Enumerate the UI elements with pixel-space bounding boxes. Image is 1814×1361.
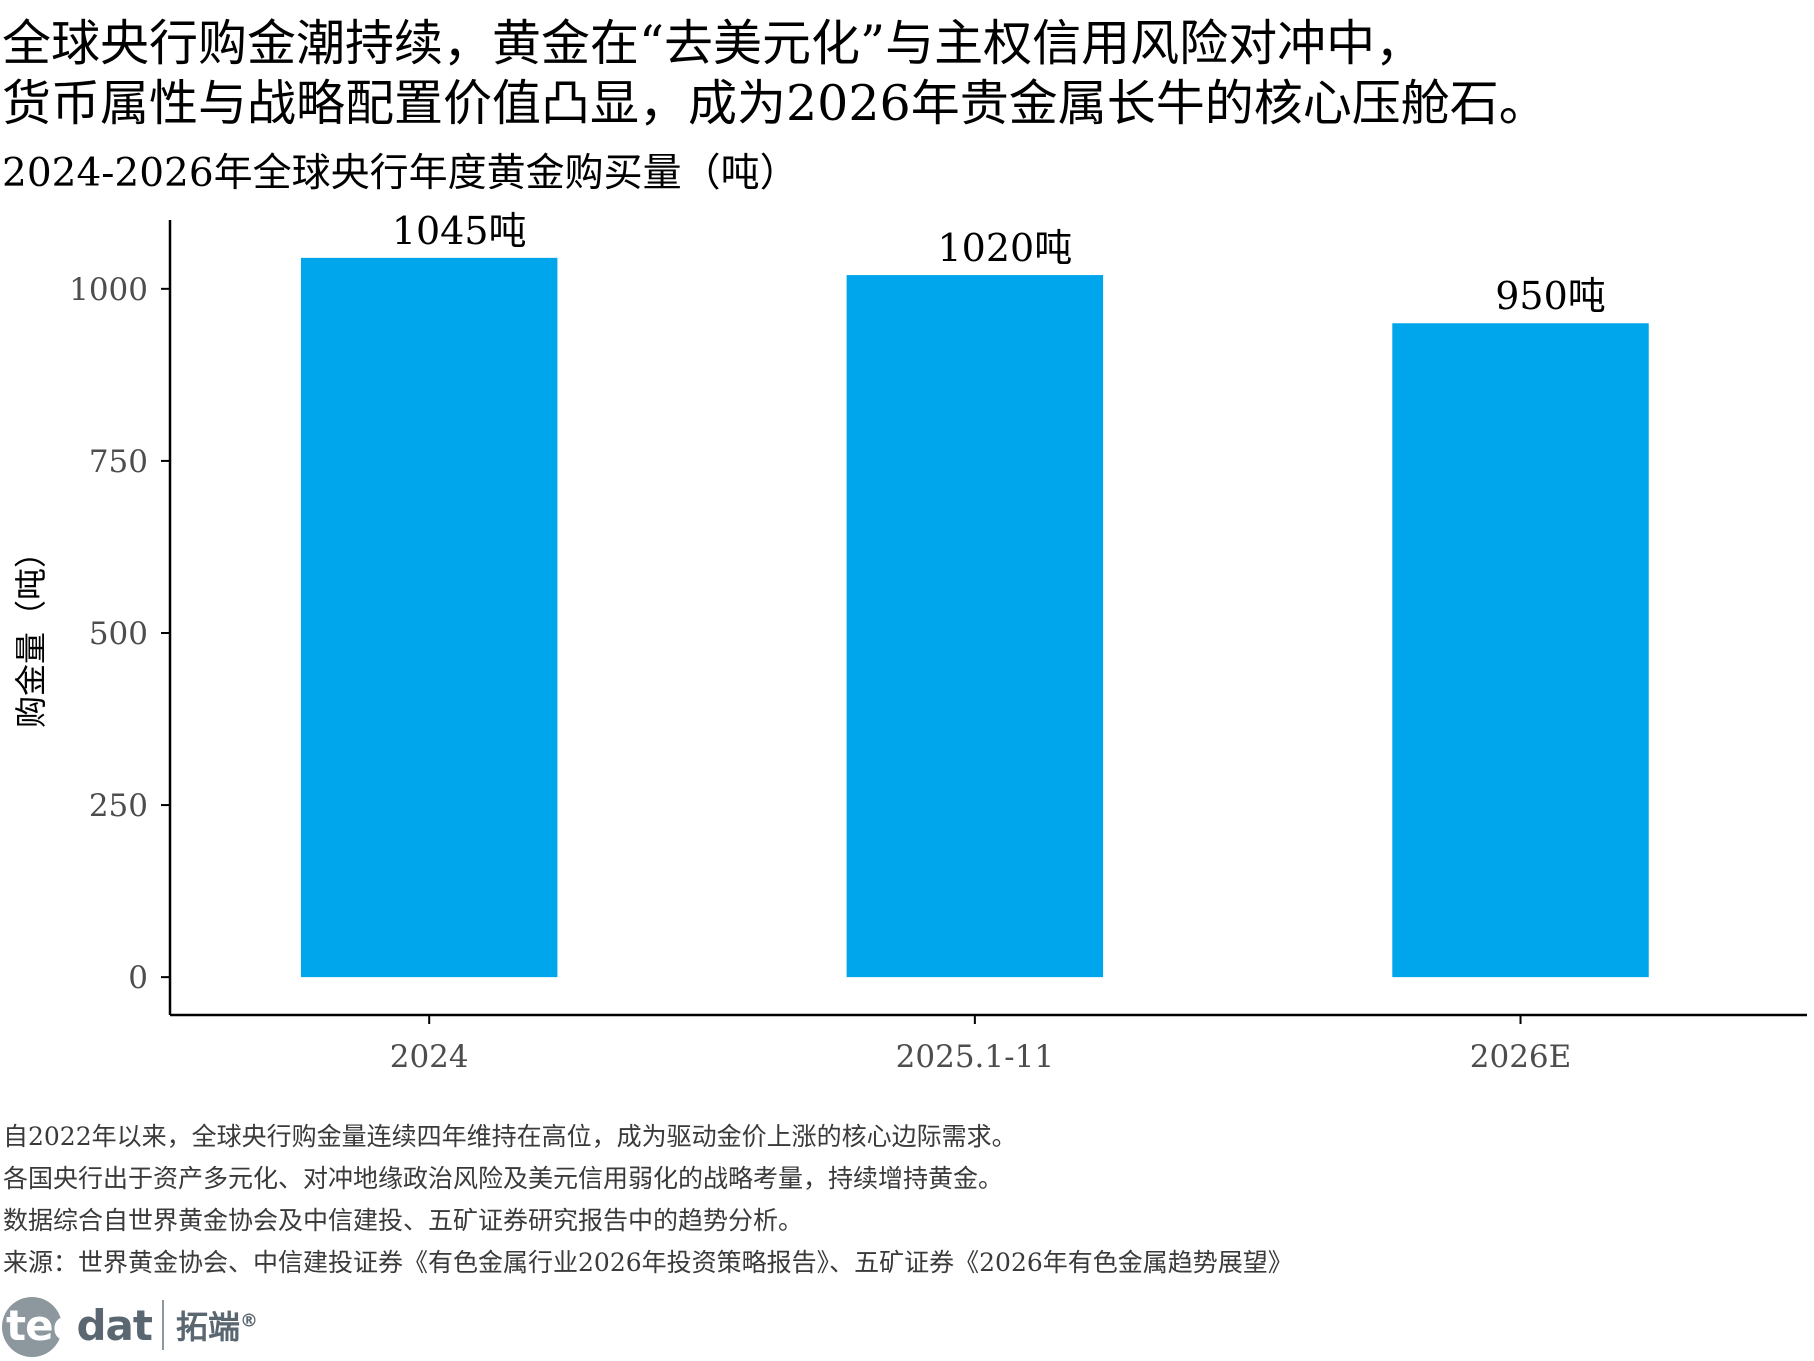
headline-line-1: 全球央行购金潮持续，黄金在“去美元化”与主权信用风险对冲中， [2,15,1425,72]
bar [846,275,1104,978]
y-tick-label: 1000 [69,272,148,308]
logo-mark: tecdat [2,1296,153,1357]
footnote-line: 自2022年以来，全球央行购金量连续四年维持在高位，成为驱动金价上涨的核心边际需… [3,1122,1017,1151]
bar-data-label: 1020吨 [937,226,1072,270]
bar-chart: 0 250 500 750 1000 购金量（吨） 1045吨 2024 1020吨 2025.1… [12,209,1807,1075]
y-tick-label: 0 [128,960,148,996]
y-tick-label: 750 [89,444,148,480]
chart-title: 2024-2026年全球央行年度黄金购买量（吨） [2,151,799,196]
y-tick-label: 250 [89,788,148,824]
source-line: 来源：世界黄金协会、中信建投证券《有色金属行业2026年投资策略报告》、五矿证券… [3,1248,1293,1277]
registered-mark: ® [239,1310,258,1332]
bar [1392,323,1649,978]
logo-mark-suffix: dat [76,1300,152,1350]
brand-logo: tecdat 拓端® [2,1294,258,1357]
y-axis-title: 购金量（吨） [12,536,50,728]
bar-data-label: 950吨 [1495,274,1606,318]
x-tick-label: 2026E [1470,1039,1572,1075]
logo-cn-text: 拓端 [175,1308,240,1346]
logo-divider [161,1300,164,1350]
headline-line-2: 货币属性与战略配置价值凸显，成为2026年贵金属长牛的核心压舱石。 [2,75,1548,132]
x-tick-label: 2024 [390,1039,469,1075]
footnote-line: 各国央行出于资产多元化、对冲地缘政治风险及美元信用弱化的战略考量，持续增持黄金。 [3,1164,1004,1193]
footnote-line: 数据综合自世界黄金协会及中信建投、五矿证券研究报告中的趋势分析。 [3,1206,804,1235]
footnotes: 自2022年以来，全球央行购金量连续四年维持在高位，成为驱动金价上涨的核心边际需… [3,1116,1293,1284]
bar [300,257,558,978]
headline: 全球央行购金潮持续，黄金在“去美元化”与主权信用风险对冲中， 货币属性与战略配置… [2,14,1812,134]
y-tick-label: 500 [89,616,148,652]
logo-circle [2,1296,62,1357]
x-tick-label: 2025.1-11 [896,1039,1054,1075]
bar-data-label: 1045吨 [392,209,527,253]
logo-mark-prefix: tec [6,1300,77,1350]
